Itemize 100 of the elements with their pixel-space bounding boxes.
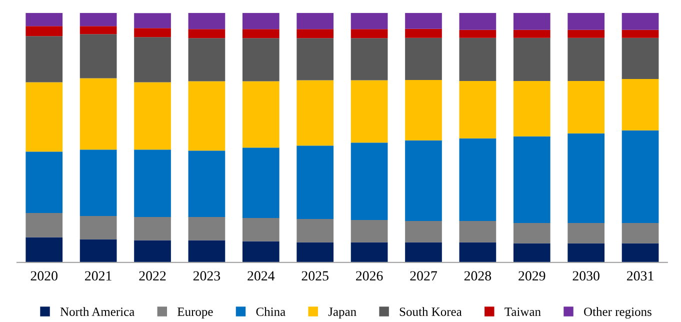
bar (405, 38, 442, 80)
bar (134, 150, 171, 218)
legend-label: China (256, 307, 286, 316)
bar (622, 38, 659, 80)
bar (513, 38, 550, 82)
bar (513, 12, 550, 30)
bar (350, 220, 388, 242)
bar (568, 30, 605, 38)
x-tick-label: 2021 (85, 271, 112, 281)
legend-label: Other regions (584, 307, 652, 319)
legend-label: Europe (178, 308, 213, 319)
bar (134, 82, 171, 150)
bar (622, 223, 659, 244)
bar (80, 12, 117, 26)
bar (26, 26, 63, 36)
bar (513, 223, 550, 244)
bar (405, 80, 442, 140)
bar (405, 221, 442, 242)
bar (134, 217, 171, 240)
legend-label: Japan (328, 308, 356, 319)
bar (80, 34, 117, 78)
bar (405, 12, 442, 29)
bar (242, 29, 280, 38)
bar (350, 242, 388, 262)
bar (26, 82, 63, 152)
bar (405, 242, 442, 262)
bar (296, 242, 334, 262)
bar (26, 152, 63, 214)
bar (513, 136, 550, 223)
bar (296, 29, 334, 38)
bar (622, 30, 659, 38)
bar (134, 28, 171, 38)
bar (568, 12, 605, 30)
bar (188, 29, 226, 38)
bar (188, 38, 226, 82)
bar (622, 130, 659, 223)
bar (80, 78, 117, 150)
bar (513, 30, 550, 38)
bar (242, 241, 280, 262)
bar (513, 243, 550, 262)
bar (459, 12, 496, 30)
x-tick-label: 2025 (302, 271, 328, 281)
bar (188, 12, 226, 30)
bar (296, 80, 334, 146)
bar (26, 36, 63, 82)
x-tick-label: 2026 (356, 271, 383, 281)
bar (242, 148, 280, 218)
bar (568, 243, 605, 262)
legend-label: North America (60, 307, 134, 316)
bar (188, 81, 226, 151)
bar (568, 133, 605, 223)
bar (80, 216, 117, 240)
x-tick-label: 2030 (572, 271, 600, 281)
bar (459, 138, 496, 222)
bar (80, 26, 117, 34)
bar (80, 150, 117, 216)
bar (134, 37, 171, 82)
bar (296, 146, 334, 220)
bar (568, 223, 605, 244)
bar (405, 28, 442, 38)
bar (242, 12, 280, 30)
bar (26, 12, 63, 26)
bar (242, 218, 280, 242)
bar (296, 219, 334, 242)
bar (568, 81, 605, 134)
bar (459, 38, 496, 82)
x-tick-label: 2024 (248, 271, 275, 281)
bar (513, 81, 550, 136)
bar (568, 38, 605, 82)
x-tick-label: 2023 (193, 271, 220, 281)
bar (350, 142, 388, 220)
x-tick-label: 2031 (627, 271, 654, 281)
legend-label: Taiwan (504, 308, 541, 316)
bar (459, 221, 496, 242)
bar (296, 38, 334, 80)
bar (459, 81, 496, 138)
bar (188, 217, 226, 240)
bar (350, 80, 388, 143)
bar (350, 12, 388, 30)
bar (134, 240, 171, 262)
bar (188, 240, 226, 262)
bar (622, 12, 659, 30)
x-tick-label: 2028 (464, 271, 492, 281)
bar (26, 237, 63, 262)
x-tick-label: 2020 (30, 271, 58, 281)
bar (405, 140, 442, 222)
bar (459, 30, 496, 38)
bar (188, 150, 226, 218)
x-tick-label: 2022 (139, 271, 166, 281)
bar (350, 38, 388, 80)
x-tick-label: 2029 (518, 271, 546, 281)
bar (26, 213, 63, 238)
bar (134, 13, 171, 28)
x-tick-label: 2027 (410, 271, 437, 281)
bar (459, 242, 496, 262)
bar (296, 12, 334, 30)
bar (622, 79, 659, 130)
bar (622, 243, 659, 262)
bar (350, 29, 388, 38)
bar (242, 38, 280, 82)
